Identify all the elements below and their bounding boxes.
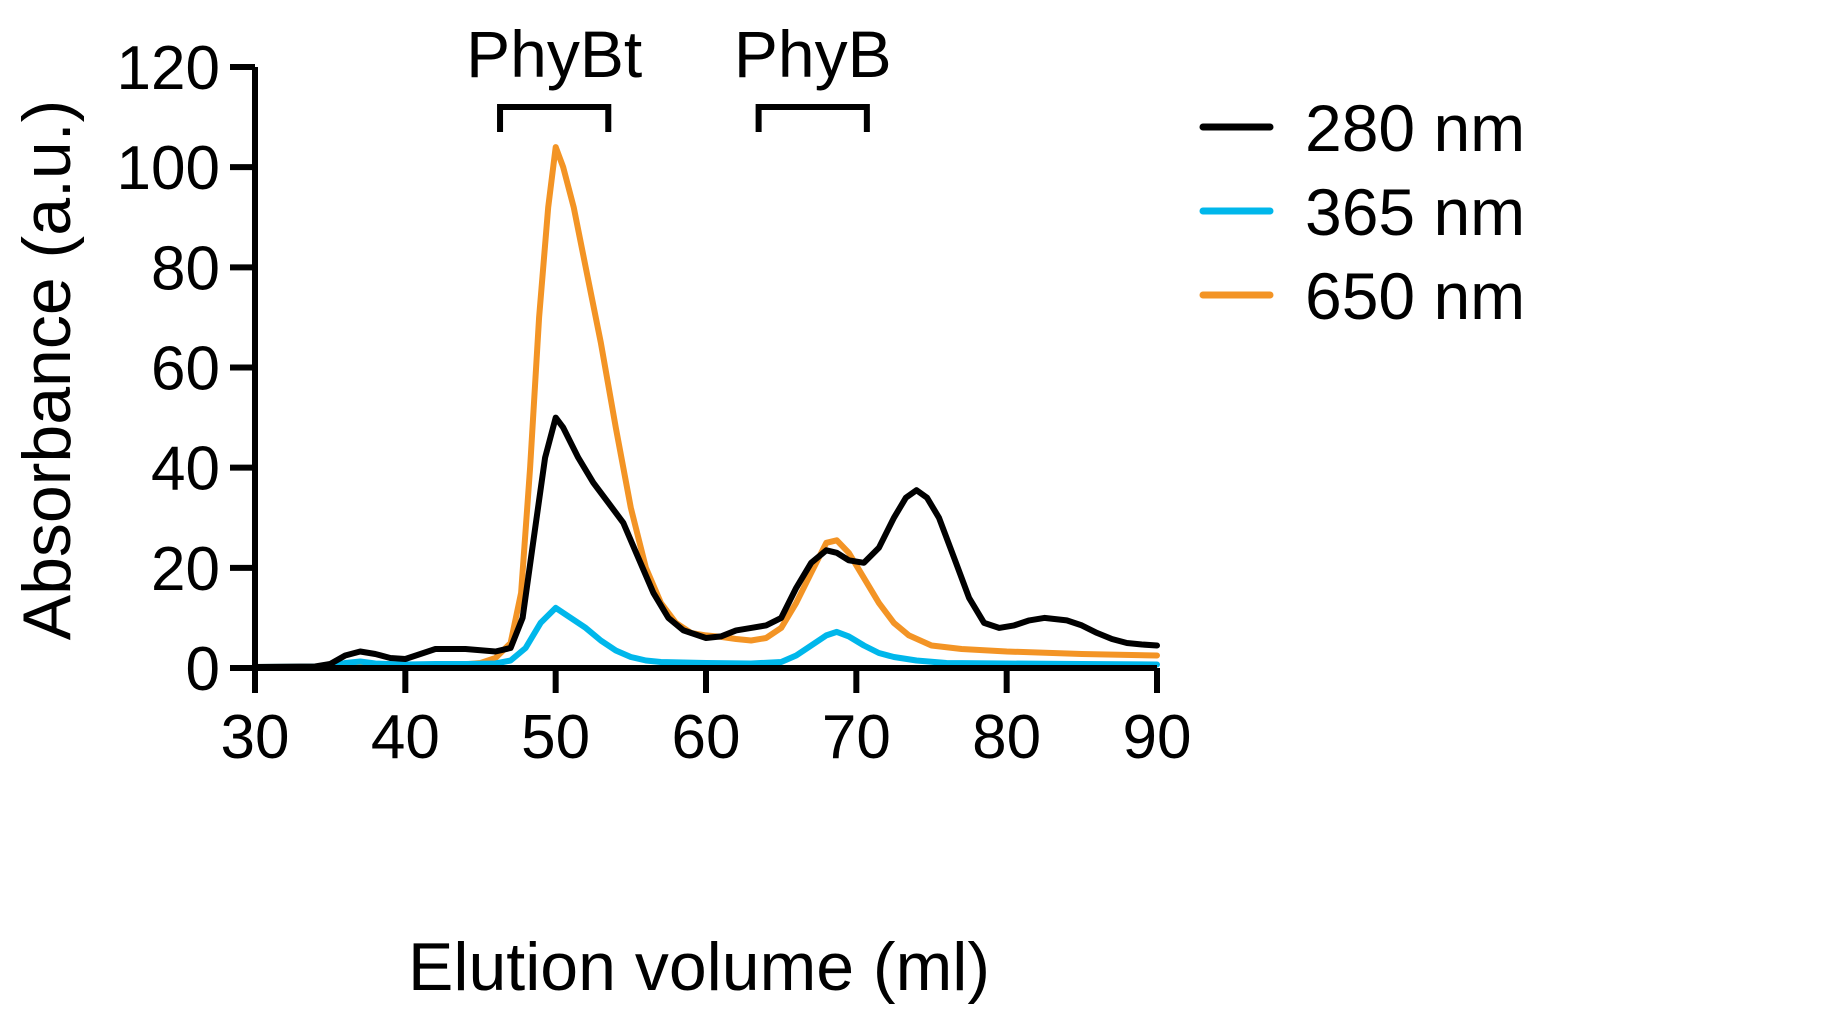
ticks-layer: 30 40 50 60 70 80 90 0 20 40 60 80 100 120 (117, 34, 1192, 772)
annotation-bracket-phyb (755, 104, 870, 132)
axes-layer (230, 67, 1157, 693)
x-tick-label: 30 (221, 703, 290, 772)
x-tick-label: 50 (521, 703, 590, 772)
x-axis-title: Elution volume (ml) (408, 929, 990, 1005)
x-tick-label: 40 (371, 703, 440, 772)
y-tick-label: 20 (151, 535, 220, 604)
y-tick-label: 120 (117, 34, 220, 103)
y-tick-label: 80 (151, 234, 220, 303)
legend-label-365-nm: 365 nm (1305, 175, 1525, 249)
x-tick-label: 80 (972, 703, 1041, 772)
series-line-365-nm (252, 604, 1160, 670)
annotation-layer: PhyBt PhyB (466, 17, 892, 132)
legend-label-650-nm: 650 nm (1305, 259, 1525, 333)
annotation-bracket-phybt (497, 104, 612, 132)
y-axis-title: Absorbance (a.u.) (9, 100, 85, 641)
series-line-650-nm (252, 144, 1160, 670)
y-tick-label: 0 (186, 635, 220, 704)
x-tick-label: 70 (822, 703, 891, 772)
x-tick-label: 60 (672, 703, 741, 772)
x-tick-label: 90 (1123, 703, 1192, 772)
y-tick-label: 100 (117, 134, 220, 203)
annotation-label-phyb: PhyB (734, 17, 892, 91)
legend: 280 nm 365 nm 650 nm (1199, 91, 1525, 333)
series-layer (252, 144, 1160, 670)
legend-label-280-nm: 280 nm (1305, 91, 1525, 165)
series-line-280-nm (252, 414, 1160, 670)
annotation-label-phybt: PhyBt (466, 17, 642, 91)
y-tick-label: 40 (151, 435, 220, 504)
y-tick-label: 60 (151, 335, 220, 404)
